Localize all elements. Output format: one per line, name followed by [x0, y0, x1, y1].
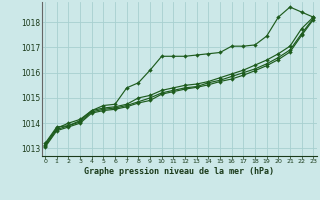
X-axis label: Graphe pression niveau de la mer (hPa): Graphe pression niveau de la mer (hPa) [84, 167, 274, 176]
